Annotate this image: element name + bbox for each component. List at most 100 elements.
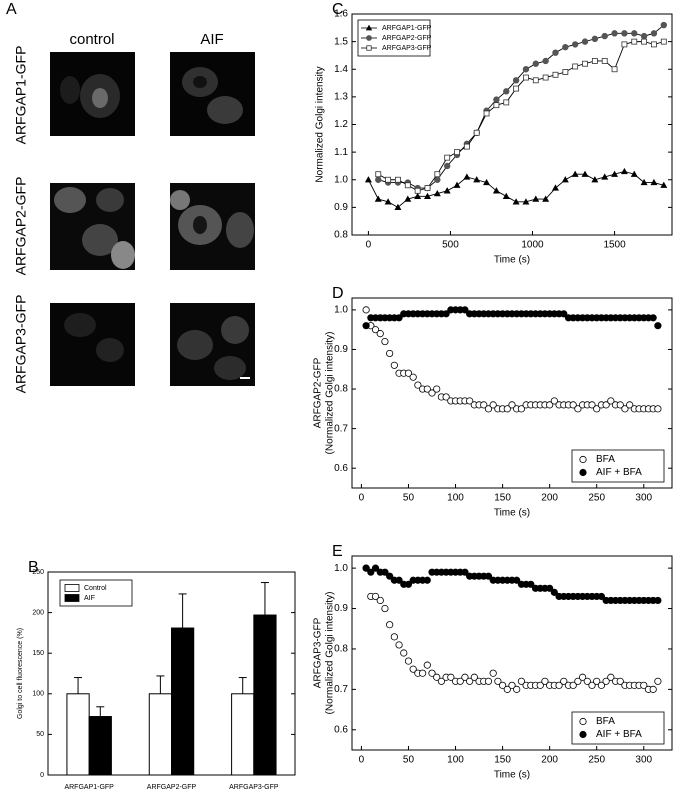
cell bbox=[64, 313, 96, 337]
marker bbox=[660, 21, 667, 29]
marker bbox=[502, 192, 510, 199]
marker bbox=[660, 181, 668, 188]
x-tick-label: 150 bbox=[494, 493, 511, 504]
row-label: ARFGAP1-GFP bbox=[13, 46, 29, 145]
cell bbox=[226, 212, 254, 248]
marker bbox=[454, 149, 460, 156]
marker bbox=[621, 41, 628, 48]
marker bbox=[493, 96, 500, 103]
marker bbox=[593, 677, 601, 685]
marker bbox=[616, 401, 624, 409]
micrographs bbox=[50, 52, 255, 386]
marker bbox=[546, 584, 554, 592]
cell bbox=[96, 188, 124, 212]
y-axis-label: (Normalized Golgi intensity) bbox=[325, 592, 336, 715]
y-tick-label: 1.0 bbox=[334, 174, 348, 185]
legend-label: Control bbox=[84, 585, 107, 592]
marker bbox=[404, 195, 412, 202]
legend-box bbox=[571, 449, 665, 483]
y-tick-label: 0.8 bbox=[334, 384, 348, 395]
cell bbox=[82, 224, 118, 256]
marker bbox=[517, 677, 526, 685]
marker bbox=[489, 669, 497, 677]
x-axis-label: Time (s) bbox=[494, 255, 530, 266]
marker bbox=[423, 661, 431, 669]
bar bbox=[88, 716, 112, 776]
marker bbox=[591, 58, 598, 64]
marker bbox=[428, 389, 436, 397]
marker bbox=[424, 192, 431, 199]
marker bbox=[374, 195, 382, 202]
marker bbox=[542, 195, 550, 202]
y-tick-label: 0.9 bbox=[334, 603, 348, 614]
marker bbox=[620, 167, 628, 175]
marker bbox=[480, 401, 488, 409]
micrograph bbox=[170, 52, 255, 136]
y-tick-label: 1.5 bbox=[334, 36, 348, 47]
marker bbox=[555, 681, 563, 689]
marker bbox=[444, 154, 451, 161]
x-tick-label: 50 bbox=[403, 755, 415, 766]
legend-swatch bbox=[64, 584, 80, 592]
marker bbox=[381, 604, 389, 613]
marker bbox=[466, 397, 474, 405]
marker bbox=[489, 401, 497, 409]
marker bbox=[581, 170, 589, 177]
marker bbox=[390, 633, 398, 641]
y-tick-label: 100 bbox=[32, 691, 44, 698]
marker bbox=[572, 63, 579, 70]
marker bbox=[561, 176, 569, 183]
y-tick-label: 0.9 bbox=[334, 202, 348, 213]
golgi bbox=[92, 88, 108, 108]
marker bbox=[532, 60, 539, 67]
cell bbox=[54, 187, 86, 213]
plot-frame bbox=[351, 297, 673, 489]
plot-frame bbox=[351, 555, 673, 751]
marker bbox=[381, 568, 389, 576]
marker bbox=[512, 198, 520, 205]
legend-label: BFA bbox=[596, 454, 615, 465]
cell bbox=[170, 190, 190, 210]
marker bbox=[362, 306, 370, 314]
marker bbox=[562, 69, 569, 75]
marker bbox=[591, 35, 599, 43]
x-tick-label: 100 bbox=[447, 755, 464, 766]
marker bbox=[651, 41, 657, 48]
x-tick-label: 200 bbox=[541, 755, 558, 766]
legend-label: AIF + BFA bbox=[596, 467, 642, 478]
x-tick-label: 200 bbox=[541, 493, 558, 504]
x-tick-label: ARFGAP2-GFP bbox=[147, 784, 197, 791]
marker bbox=[442, 393, 450, 401]
column-header: AIF bbox=[200, 31, 223, 48]
marker bbox=[571, 41, 579, 48]
y-tick-label: 0.7 bbox=[334, 423, 348, 434]
marker bbox=[583, 677, 591, 685]
x-tick-label: 50 bbox=[403, 493, 415, 504]
marker bbox=[621, 405, 629, 413]
marker bbox=[560, 677, 568, 685]
x-tick-label: 300 bbox=[635, 755, 652, 766]
x-tick-label: 500 bbox=[442, 240, 459, 251]
marker bbox=[640, 32, 648, 40]
marker bbox=[650, 30, 658, 37]
marker bbox=[404, 369, 413, 377]
x-tick-label: 0 bbox=[359, 755, 365, 766]
legend-label: ARFGAP3-GFP bbox=[382, 45, 432, 52]
marker bbox=[384, 198, 392, 205]
marker bbox=[574, 405, 582, 413]
marker bbox=[601, 173, 609, 180]
marker bbox=[414, 192, 422, 199]
marker bbox=[395, 176, 401, 183]
marker bbox=[461, 673, 469, 681]
marker bbox=[447, 673, 455, 681]
legend-label: ARFGAP1-GFP bbox=[382, 25, 432, 32]
marker bbox=[473, 176, 481, 183]
marker bbox=[552, 49, 559, 56]
marker bbox=[522, 198, 530, 205]
cell bbox=[221, 316, 249, 344]
marker bbox=[621, 30, 628, 37]
marker bbox=[394, 203, 402, 211]
marker bbox=[542, 57, 549, 65]
marker bbox=[423, 576, 431, 584]
marker bbox=[423, 385, 431, 393]
